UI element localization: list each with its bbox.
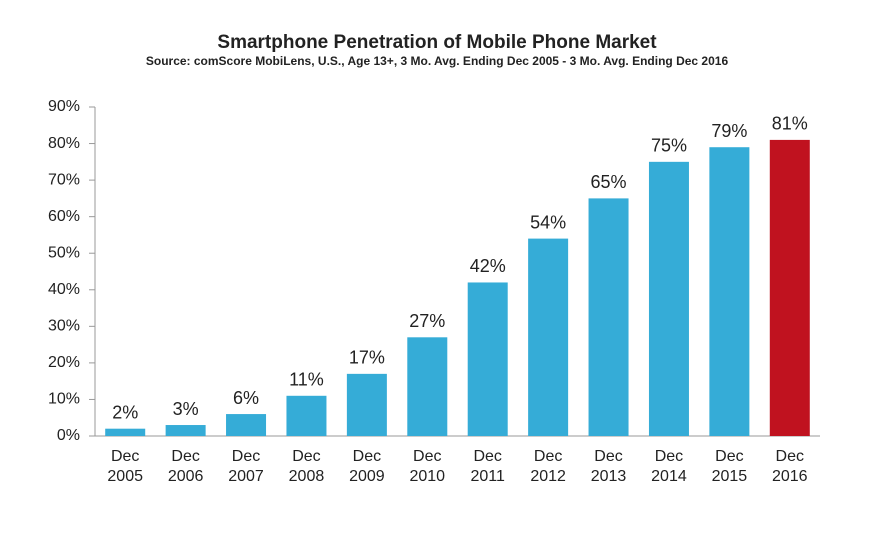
x-tick-label: Dec 2013 [590,448,627,485]
y-tick-label: 60% [48,208,80,225]
value-label: 79% [711,121,747,141]
value-label: 75% [651,136,687,156]
y-tick-label: 20% [48,354,80,371]
value-label: 54% [530,212,566,232]
x-tick-label: Dec 2010 [409,448,446,485]
bar [467,282,508,436]
bar [346,373,387,436]
x-tick-label: Dec 2016 [771,448,808,485]
value-label: 3% [173,399,199,419]
x-tick-label: Dec 2014 [651,448,687,485]
y-tick-label: 80% [48,135,80,152]
bar [648,161,689,437]
value-label: 6% [233,388,259,408]
y-tick-label: 10% [48,391,80,408]
bar [769,139,810,436]
value-label: 27% [409,311,445,331]
value-label: 65% [591,172,627,192]
chart-subtitle: Source: comScore MobiLens, U.S., Age 13+… [146,54,729,68]
bar [105,428,146,436]
value-label: 42% [470,256,506,276]
x-tick-label: Dec 2008 [288,448,325,485]
value-label: 2% [112,402,138,422]
value-label: 81% [772,114,808,134]
y-tick-label: 50% [48,244,80,261]
bar [588,198,629,436]
value-label: 11% [289,370,324,390]
x-tick-label: Dec 2006 [167,448,204,485]
y-tick-label: 0% [57,427,80,444]
bar [709,147,750,436]
y-tick-label: 90% [48,98,80,115]
x-tick-label: Dec 2015 [711,448,748,485]
x-tick-label: Dec 2007 [228,448,264,485]
x-tick-label: Dec 2011 [470,448,505,485]
x-tick-label: Dec 2012 [530,448,566,485]
bar [528,238,569,436]
y-tick-label: 70% [48,171,80,188]
y-tick-label: 30% [48,318,80,335]
y-tick-label: 40% [48,281,80,298]
x-tick-label: Dec 2005 [107,448,143,485]
bar [286,395,327,436]
bar [226,414,267,436]
chart-title: Smartphone Penetration of Mobile Phone M… [217,32,657,53]
bar [407,337,448,436]
x-tick-label: Dec 2009 [349,448,385,485]
value-label: 17% [349,348,385,368]
bar [165,425,206,436]
